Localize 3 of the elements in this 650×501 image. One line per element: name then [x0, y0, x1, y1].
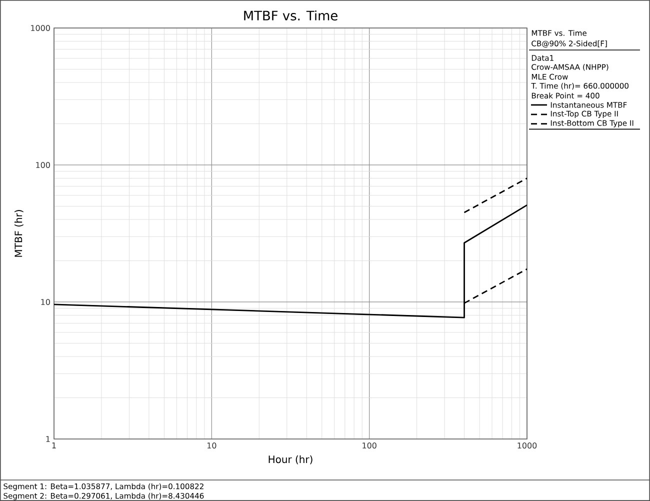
x-axis-title: Hour (hr) [268, 455, 312, 464]
y-axis-title: MTBF (hr) [14, 210, 24, 257]
chart-title: MTBF vs. Time [244, 10, 338, 20]
